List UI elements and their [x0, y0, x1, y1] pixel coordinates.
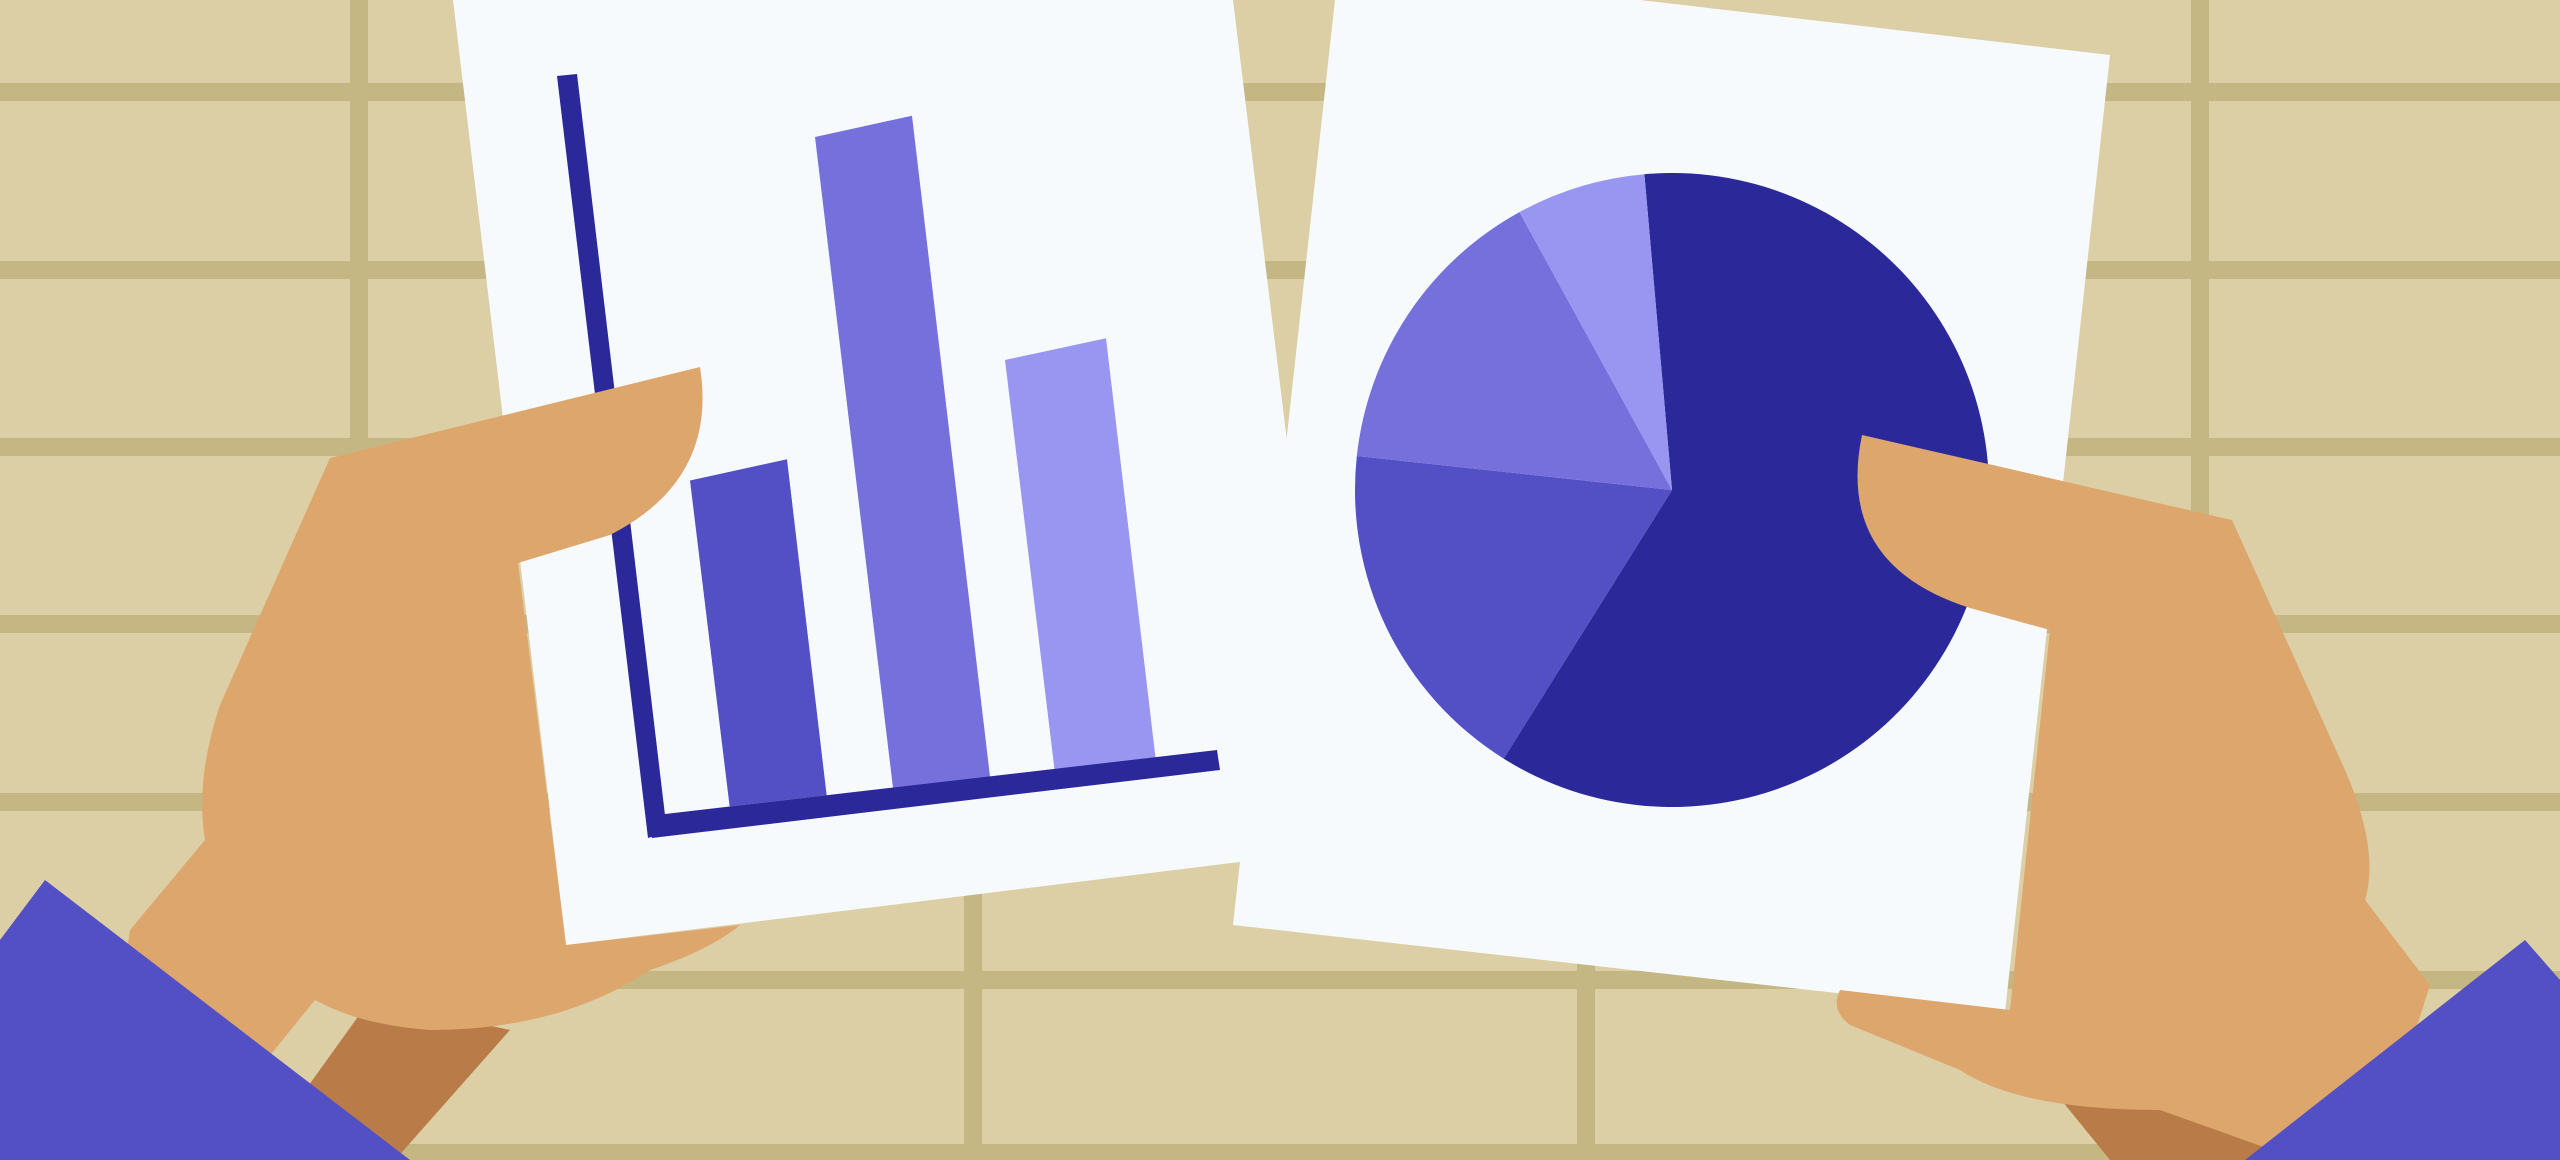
x-axis [648, 750, 1220, 838]
pie-slice [1355, 455, 1672, 759]
pie-slice [1503, 173, 1989, 808]
pie-chart [1355, 173, 1989, 808]
left-hand [0, 367, 740, 1160]
left-sleeve [0, 880, 410, 1160]
pie-slice [1519, 174, 1672, 490]
right-hand [1836, 435, 2560, 1160]
pie-chart-sheet [1233, 0, 2110, 1012]
bar [1005, 338, 1156, 770]
bar [690, 459, 827, 807]
right-sleeve [2245, 940, 2560, 1160]
bar-chart [690, 115, 1156, 807]
bar-chart-sheet [453, 0, 1337, 945]
right-palm [1836, 435, 2430, 1160]
bar [815, 115, 991, 792]
left-palm [120, 367, 740, 1080]
pie-slice [1356, 212, 1672, 490]
